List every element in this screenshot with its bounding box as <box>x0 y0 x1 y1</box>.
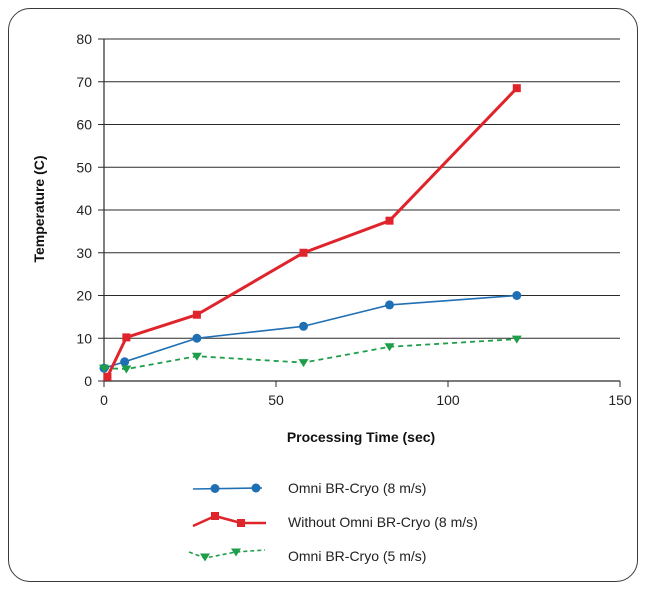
data-point-without-omni-br-cryo-8-m-s-3 <box>299 248 308 257</box>
data-point-omni-br-cryo-5-m-s-3 <box>298 359 309 368</box>
series-lines <box>99 84 522 381</box>
legend-line <box>192 487 263 490</box>
series-omni-br-cryo-5-m-s <box>99 335 522 374</box>
legend-item-without-omni-br-cryo-8-m-s: Without Omni BR-Cryo (8 m/s) <box>192 512 478 530</box>
x-tick-label-100: 100 <box>436 392 460 408</box>
series-omni-br-cryo-8-m-s <box>99 291 522 373</box>
y-tick-label-10: 10 <box>76 330 92 346</box>
axes: 0 10 20 30 40 50 60 70 80 0 50 100 150 <box>76 31 631 408</box>
legend-marker <box>200 553 210 562</box>
y-tick-label-50: 50 <box>76 159 92 175</box>
y-tick-label-0: 0 <box>84 373 92 389</box>
data-point-without-omni-br-cryo-8-m-s-0 <box>103 372 112 381</box>
data-point-omni-br-cryo-8-m-s-2 <box>192 333 202 343</box>
x-tick-label-0: 0 <box>100 392 108 408</box>
x-axis-title: Processing Time (sec) <box>287 429 435 445</box>
data-point-without-omni-br-cryo-8-m-s-1 <box>122 333 131 342</box>
data-point-without-omni-br-cryo-8-m-s-5 <box>512 84 521 93</box>
legend-label: Omni BR-Cryo (5 m/s) <box>288 548 426 564</box>
data-point-omni-br-cryo-8-m-s-5 <box>512 291 522 300</box>
data-point-omni-br-cryo-8-m-s-3 <box>299 321 309 331</box>
data-point-without-omni-br-cryo-8-m-s-4 <box>385 216 394 225</box>
y-tick-label-60: 60 <box>76 117 92 133</box>
data-point-omni-br-cryo-8-m-s-4 <box>385 300 395 310</box>
data-point-omni-br-cryo-5-m-s-2 <box>191 352 202 361</box>
data-point-without-omni-br-cryo-8-m-s-2 <box>192 310 201 319</box>
legend-marker <box>211 512 219 520</box>
legend-marker <box>251 483 261 493</box>
y-tick-label-70: 70 <box>76 74 92 90</box>
y-tick-label-40: 40 <box>76 202 92 218</box>
data-point-omni-br-cryo-8-m-s-1 <box>120 357 130 367</box>
legend-label: Without Omni BR-Cryo (8 m/s) <box>288 514 478 530</box>
data-point-omni-br-cryo-5-m-s-4 <box>384 343 395 352</box>
legend-item-omni-br-cryo-5-m-s: Omni BR-Cryo (5 m/s) <box>188 548 426 564</box>
legend-marker <box>231 548 241 557</box>
y-tick-label-30: 30 <box>76 245 92 261</box>
data-point-omni-br-cryo-5-m-s-0 <box>99 364 109 373</box>
data-point-omni-br-cryo-5-m-s-1 <box>121 365 132 374</box>
legend-marker <box>210 484 220 493</box>
gridlines <box>104 38 620 339</box>
x-tick-label-50: 50 <box>268 392 284 408</box>
legend-marker <box>237 519 245 527</box>
series-line-without-omni-br-cryo-8-m-s <box>106 87 518 378</box>
data-point-omni-br-cryo-5-m-s-5 <box>511 335 522 344</box>
series-line-omni-br-cryo-5-m-s <box>103 338 517 370</box>
series-without-omni-br-cryo-8-m-s <box>103 84 521 381</box>
legend-item-omni-br-cryo-8-m-s: Omni BR-Cryo (8 m/s) <box>192 480 426 496</box>
legend-line <box>192 514 266 528</box>
y-axis-title: Temperature (C) <box>31 155 47 262</box>
series-line-omni-br-cryo-8-m-s <box>103 294 517 369</box>
y-tick-label-20: 20 <box>76 288 92 304</box>
legend-label: Omni BR-Cryo (8 m/s) <box>288 480 426 496</box>
legend-line <box>188 549 266 559</box>
y-tick-label-80: 80 <box>76 31 92 47</box>
legend: Omni BR-Cryo (8 m/s) Without Omni BR-Cryo… <box>188 480 478 564</box>
x-tick-label-150: 150 <box>608 392 632 408</box>
